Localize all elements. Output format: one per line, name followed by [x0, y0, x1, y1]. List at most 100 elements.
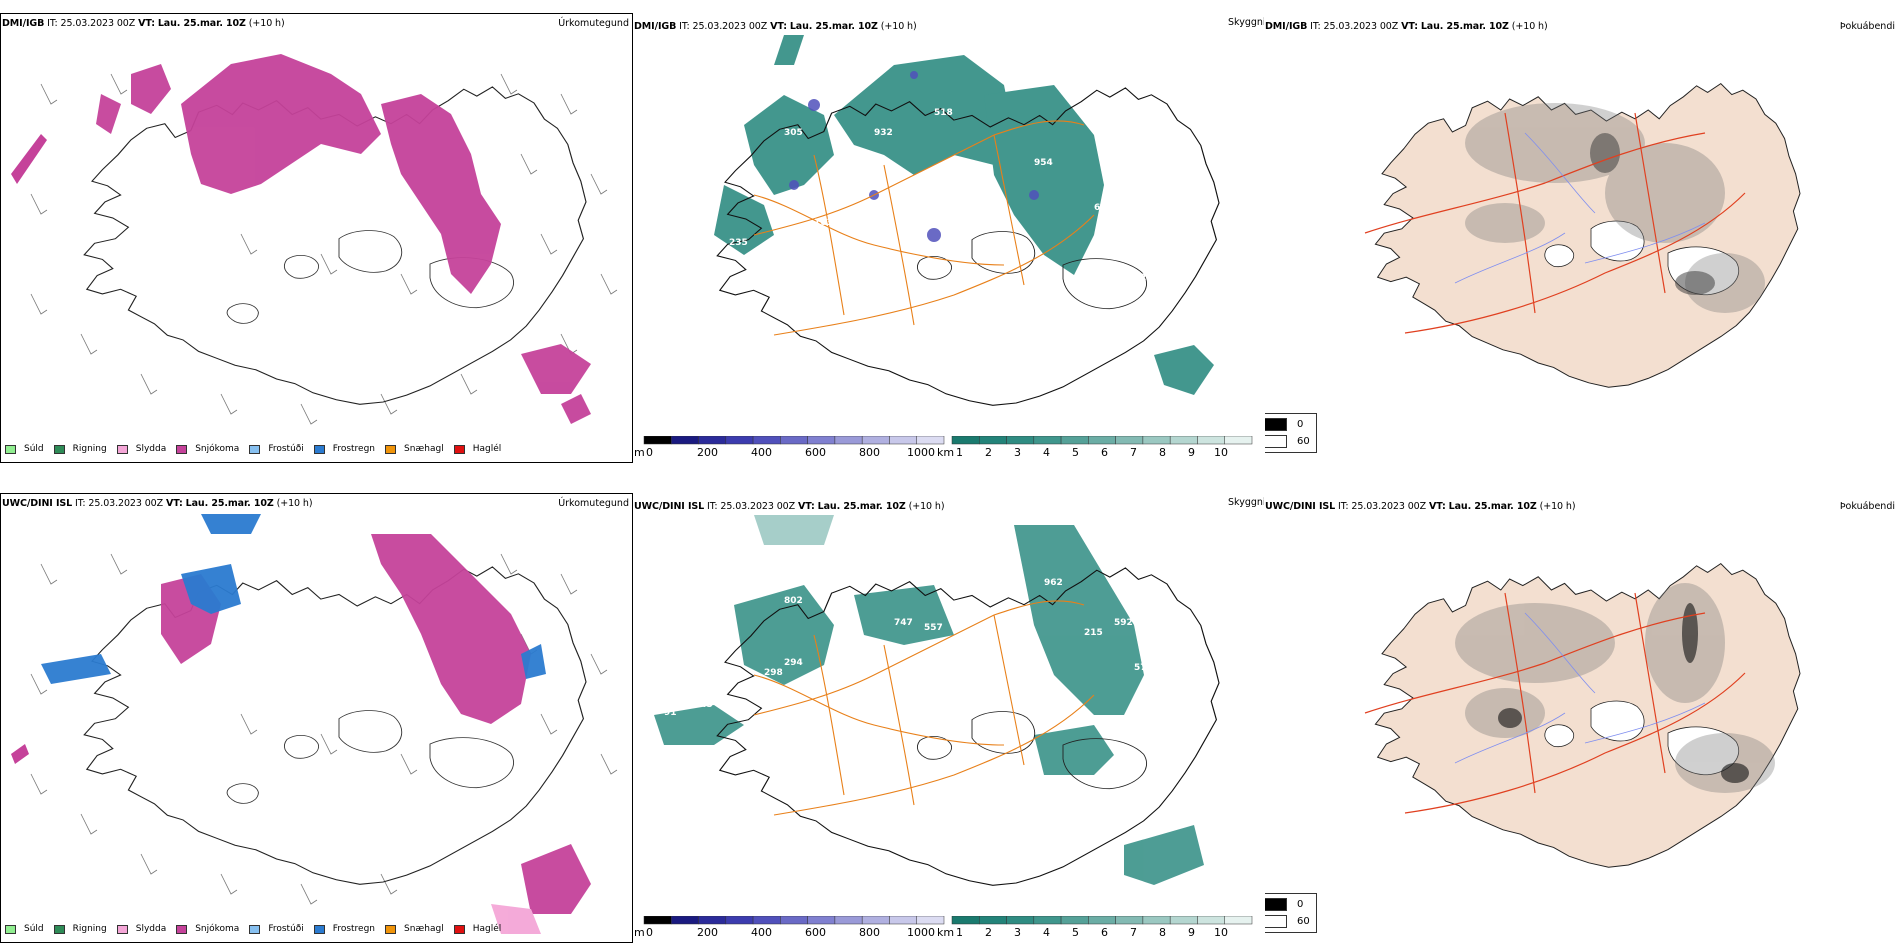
scale-swatch — [1060, 916, 1089, 925]
vis-scale-bar — [643, 916, 1253, 925]
vis-value: 235 — [729, 238, 748, 248]
legend-swatch — [116, 924, 128, 934]
vt-label: VT: — [138, 18, 155, 29]
legend-item: Snæhagl — [385, 444, 444, 454]
vt-label: VT: — [165, 498, 183, 509]
scale-swatch — [807, 436, 836, 445]
vis-value: 747 — [894, 618, 913, 628]
scale-tick: 400 — [751, 446, 772, 459]
panel-header: DMI/IGB IT: 25.03.2023 00Z VT: Lau. 25.m… — [634, 21, 917, 32]
lead-time: (+10 h) — [1511, 21, 1548, 32]
scale-unit-km: km — [937, 926, 955, 939]
it-label: IT: — [1310, 21, 1321, 32]
panel-title-vis: Skyggni — [1228, 17, 1264, 28]
scale-tick: 8 — [1159, 446, 1166, 459]
panel-header: DMI/IGB IT: 25.03.2023 00Z VT: Lau. 25.m… — [1265, 21, 1548, 32]
vt-label: VT: — [1428, 501, 1446, 512]
vis-panel-bottom: UWC/DINI ISL IT: 25.03.2023 00Z VT: Lau.… — [634, 493, 1264, 943]
fog-panel-top: DMI/IGB IT: 25.03.2023 00Z VT: Lau. 25.m… — [1265, 13, 1900, 463]
vis-scale-meters: m 0 200 400 600 800 1000 km 1 2 3 4 5 6 … — [634, 916, 1264, 940]
scale-tick: 3 — [1014, 926, 1021, 939]
vis-value: 975 — [1014, 58, 1033, 68]
vis-value: 450 — [1154, 648, 1173, 658]
scale-swatch — [1197, 916, 1225, 925]
legend-swatch — [249, 924, 261, 934]
scale-tick: 5 — [1072, 926, 1079, 939]
scale-tick: 200 — [697, 446, 718, 459]
scale-swatch — [861, 436, 890, 445]
model-name: UWC/DINI ISL — [634, 501, 705, 512]
scale-tick: 1000 — [907, 926, 935, 939]
panel-title-precip: Úrkomutegund — [558, 498, 629, 509]
scale-unit-m: m — [634, 926, 645, 939]
vis-value: 497 — [754, 98, 773, 108]
scale-swatch — [725, 436, 754, 445]
fog-map — [1364, 563, 1801, 868]
scale-tick: 4 — [1043, 926, 1050, 939]
vis-scale-bar — [643, 436, 1253, 445]
vis-value: 299 — [1149, 678, 1168, 688]
legend-item: Frostúði — [249, 444, 304, 454]
scale-tick: 800 — [859, 926, 880, 939]
scale-swatch — [889, 916, 917, 925]
scale-tick: 10 — [1214, 926, 1228, 939]
scale-swatch — [979, 436, 1007, 445]
legend-swatch — [116, 444, 128, 454]
model-name: DMI/IGB — [1265, 21, 1308, 32]
scale-swatch — [1142, 916, 1171, 925]
legend-item: Haglél — [453, 444, 501, 454]
scale-swatch — [861, 916, 890, 925]
vis-value: 695 — [1094, 203, 1113, 213]
scale-tick: 3 — [1014, 446, 1021, 459]
scale-swatch — [725, 916, 754, 925]
scale-swatch — [951, 436, 980, 445]
scale-swatch — [1033, 436, 1062, 445]
legend-item: Haglél — [453, 924, 501, 934]
scale-tick: 0 — [646, 926, 653, 939]
vis-value: 287 — [754, 566, 773, 576]
scale-swatch — [807, 916, 836, 925]
vis-value: 338 — [954, 608, 973, 618]
scale-tick: 9 — [1188, 926, 1195, 939]
scale-swatch — [1169, 916, 1198, 925]
legend-swatch — [5, 924, 16, 934]
vis-map: 975 954 695 775 725 163 208 145 235 546 … — [674, 35, 1220, 406]
panel-title-fog: Þokuábendi — [1839, 501, 1895, 512]
scale-tick: 200 — [697, 926, 718, 939]
model-name: UWC/DINI ISL — [2, 498, 73, 509]
legend-item: Snæhagl — [385, 924, 444, 934]
vis-value: 557 — [924, 623, 943, 633]
scale-tick: 1 — [956, 446, 963, 459]
vis-value: 546 — [774, 238, 793, 248]
legend-swatch — [453, 444, 465, 454]
legend-item: Frostregn — [313, 444, 375, 454]
legend-item: Frostúði — [249, 924, 304, 934]
scale-swatch — [1115, 916, 1144, 925]
scale-swatch — [780, 436, 808, 445]
vis-value-labels: 975 954 695 775 725 163 208 145 235 546 … — [674, 58, 1153, 283]
scale-swatch — [834, 916, 863, 925]
scale-swatch — [889, 436, 917, 445]
panel-title-precip: Úrkomutegund — [558, 18, 629, 29]
vt-value: Lau. 25.mar. 10Z — [157, 18, 246, 29]
it-label: IT: — [47, 18, 58, 29]
legend-swatch — [453, 924, 465, 934]
legend-item: Súld — [5, 924, 44, 934]
road-network — [753, 120, 1095, 336]
vis-value: 91 — [664, 708, 677, 718]
model-name: DMI/IGB — [634, 21, 677, 32]
legend-swatch — [385, 444, 397, 454]
lead-time: (+10 h) — [908, 501, 945, 512]
precip-legend: Súld Rigning Slydda Snjókoma Frostúði Fr… — [5, 444, 511, 454]
legend-item: Slydda — [116, 444, 166, 454]
legend-swatch — [385, 924, 397, 934]
vt-value: Lau. 25.mar. 10Z — [789, 21, 878, 32]
vis-value: 518 — [934, 108, 953, 118]
vis-value: 592 — [1114, 618, 1133, 628]
scale-swatch — [1088, 436, 1116, 445]
vis-value: 579 — [1134, 663, 1153, 673]
it-value: 25.03.2023 00Z — [692, 21, 768, 32]
scale-swatch — [643, 916, 672, 925]
lead-time: (+10 h) — [1539, 501, 1576, 512]
scale-swatch — [1033, 916, 1062, 925]
